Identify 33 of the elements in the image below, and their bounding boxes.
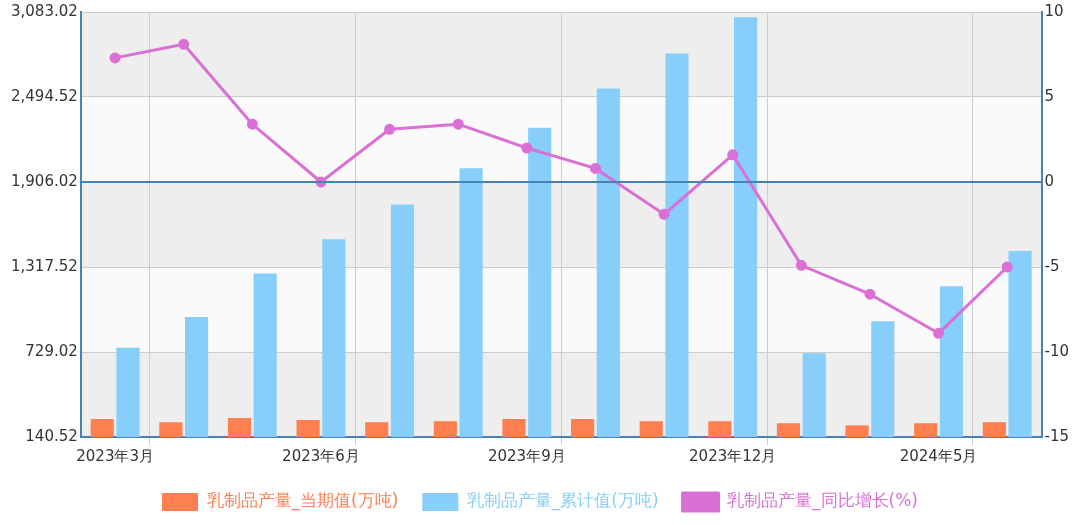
point <box>178 38 190 50</box>
point <box>658 208 670 220</box>
x-tick-label: 2023年3月 <box>76 446 154 465</box>
legend-label: 乳制品产量_累计值(万吨) <box>466 490 659 512</box>
y-tick-label: 140.52 <box>25 426 78 445</box>
point <box>452 118 464 130</box>
point <box>864 288 876 300</box>
y-tick-label: 729.02 <box>25 341 78 360</box>
y2-tick-label: -10 <box>1044 341 1069 360</box>
point <box>589 162 601 174</box>
x-tick-label: 2023年6月 <box>282 446 360 465</box>
legend-label: 乳制品产量_当期值(万吨) <box>206 490 399 512</box>
y2-tick-label: 10 <box>1044 1 1064 20</box>
x-tick-label: 2023年9月 <box>487 446 566 465</box>
y2-tick-label: 5 <box>1044 86 1055 105</box>
point <box>1001 261 1013 273</box>
y-tick-label: 1,317.52 <box>11 256 78 275</box>
y2-tick-label: -5 <box>1044 256 1060 275</box>
x-tick-label: 2024年5月 <box>899 446 978 465</box>
point <box>795 259 807 271</box>
legend-label: 乳制品产量_同比增长(%) <box>727 490 918 512</box>
y-tick-label: 3,083.02 <box>11 1 78 20</box>
point <box>246 118 258 130</box>
point <box>933 327 945 339</box>
y-tick-label: 1,906.02 <box>11 171 78 190</box>
point <box>109 52 121 64</box>
x-tick-label: 2023年12月 <box>689 446 777 465</box>
point <box>384 123 396 135</box>
point <box>521 142 533 154</box>
y-tick-label: 2,494.52 <box>11 86 78 105</box>
point <box>727 149 739 161</box>
y2-tick-label: -15 <box>1044 426 1069 445</box>
y2-tick-label: 0 <box>1044 171 1055 190</box>
